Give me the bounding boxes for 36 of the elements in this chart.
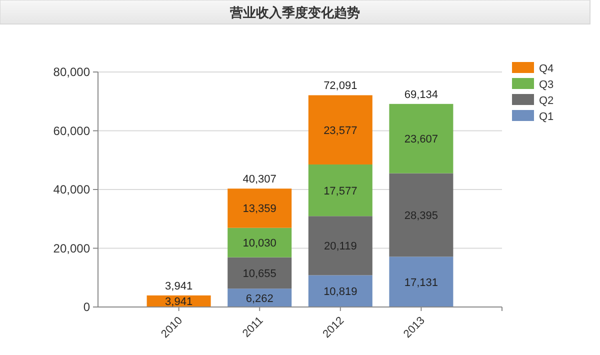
bar: [308, 216, 372, 276]
data-label: 17,577: [324, 185, 358, 198]
bar: [389, 104, 454, 174]
bar: [228, 188, 292, 228]
y-tick-label: 40,000: [53, 182, 90, 196]
total-label: 40,307: [242, 174, 276, 186]
data-label: 10,655: [242, 268, 276, 280]
bar: [389, 256, 454, 307]
bar: [228, 257, 292, 289]
data-label: 23,577: [324, 124, 358, 137]
data-label: 6,262: [246, 292, 274, 305]
data-label: 17,131: [404, 276, 438, 289]
bar: [308, 95, 372, 164]
data-label: 13,359: [242, 203, 276, 216]
bar: [228, 228, 292, 258]
chart-title: 营业收入季度变化趋势: [229, 5, 360, 20]
legend-label: Q1: [539, 111, 554, 123]
legend-label: Q3: [539, 79, 554, 91]
data-label: 28,395: [404, 210, 438, 222]
data-label: 20,119: [324, 240, 357, 253]
bar: [308, 164, 372, 216]
y-tick-label: 60,000: [53, 124, 90, 138]
y-tick-label: 80,000: [53, 65, 90, 79]
legend-label: Q4: [539, 63, 554, 75]
data-label: 23,607: [404, 134, 438, 146]
y-tick-label: 0: [83, 300, 90, 314]
bar: [389, 173, 454, 257]
total-label: 3,941: [165, 280, 193, 292]
y-tick-label: 20,000: [53, 241, 90, 256]
data-label: 10,030: [242, 238, 276, 250]
total-label: 72,091: [324, 80, 358, 92]
bar: [308, 275, 372, 307]
data-label: 3,941: [165, 296, 193, 308]
total-label: 69,134: [404, 88, 438, 101]
data-label: 10,819: [324, 286, 358, 298]
legend-label: Q2: [539, 95, 554, 107]
